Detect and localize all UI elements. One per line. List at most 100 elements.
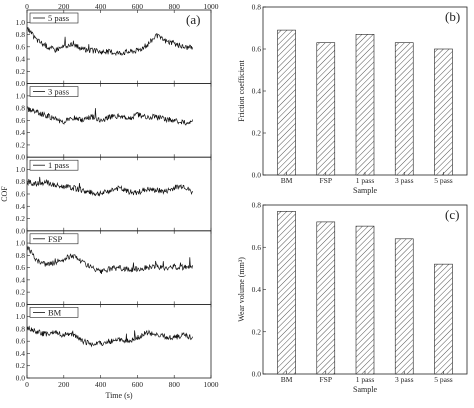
- panel-b-friction-bars: 0.0 0.2 0.4 0.6 0.8 BM FSP 1 pass 3 pass 5 pass Sa…: [237, 3, 468, 195]
- legend-box: [29, 159, 79, 171]
- panel-label: (a): [186, 12, 200, 27]
- bar-fsp: [316, 42, 336, 176]
- y-tick-label: 0.6: [16, 337, 26, 346]
- x-tick-label: 600: [132, 380, 144, 389]
- y-tick-label: 0.0: [16, 79, 26, 88]
- y-tick-label: 0.0: [16, 226, 26, 235]
- series-line-fsp: [26, 245, 193, 275]
- x-tick-label-top: 400: [95, 2, 107, 11]
- y-tick-label: 0.2: [16, 288, 26, 297]
- y-tick-label: 0.2: [16, 67, 26, 76]
- series-line-5-pass: [26, 27, 193, 57]
- bar-fsp: [316, 221, 336, 375]
- y-tick-label: 0.8: [16, 324, 26, 333]
- bar-1-pass: [355, 33, 375, 176]
- x-tick-label: 0: [25, 380, 29, 389]
- x-tick-label: 1 pass: [356, 176, 375, 185]
- x-tick-label: 5 pass: [434, 176, 453, 185]
- legend-box: [29, 86, 79, 97]
- x-tick-label: 3 pass: [395, 176, 414, 185]
- y-tick-label: 0.4: [16, 55, 26, 64]
- x-tick-label: 1000: [204, 380, 219, 389]
- y-tick-label: 0.2: [16, 140, 26, 149]
- y-tick-label: 0.0: [16, 374, 26, 383]
- panel-label: (b): [445, 9, 460, 24]
- x-tick-label: BM: [281, 375, 293, 384]
- x-tick-label-top: 600: [132, 2, 144, 11]
- legend-label: 1 pass: [48, 160, 69, 170]
- y-tick-label: 1.0: [16, 18, 26, 27]
- y-tick-label: 0.0: [16, 300, 26, 309]
- y-tick-label: 0.2: [252, 129, 262, 138]
- series-line-3-pass: [26, 106, 193, 126]
- x-tick-label: 1 pass: [356, 375, 375, 384]
- x-axis-label: Sample: [353, 385, 377, 394]
- legend-label: 3 pass: [48, 87, 69, 97]
- x-tick-label: 200: [58, 380, 70, 389]
- x-tick-label-top: 800: [169, 2, 181, 11]
- legend-label: FSP: [48, 234, 62, 244]
- panel-a-cof-time: 0.0 0.2 0.4 0.6 0.8 1.0 5 pass 0.0 0.2 0.4 0.6 0.8 1…: [0, 2, 219, 400]
- x-tick-label: 400: [95, 380, 107, 389]
- y-axis-label: COF: [0, 186, 9, 202]
- x-tick-label-top: 200: [58, 2, 70, 11]
- y-tick-label: 0.6: [16, 263, 26, 272]
- y-tick-label: 0.8: [16, 30, 26, 39]
- y-tick-label: 1.0: [16, 91, 26, 100]
- y-tick-label: 0.0: [252, 171, 262, 180]
- y-tick-label: 0.6: [16, 190, 26, 199]
- legend-box: [29, 307, 79, 318]
- legend-label: 5 pass: [48, 13, 69, 23]
- y-tick-label: 0.8: [16, 251, 26, 260]
- bar-bm: [277, 211, 296, 375]
- x-tick-label: 5 pass: [434, 375, 453, 384]
- legend-box: [29, 233, 79, 245]
- x-tick-label: FSP: [320, 375, 333, 384]
- x-axis-label: Sample: [353, 186, 377, 195]
- y-tick-label: 0.6: [252, 45, 262, 54]
- bar-3-pass: [394, 238, 414, 375]
- y-tick-label: 0.8: [16, 104, 26, 113]
- legend-box: [29, 12, 79, 24]
- y-tick-label: 0.8: [16, 177, 26, 186]
- y-tick-label: 0.8: [252, 201, 262, 210]
- y-tick-label: 1.0: [16, 239, 26, 248]
- panel-label: (c): [445, 207, 459, 222]
- y-axis-label: Wear volume (mm³): [237, 257, 246, 322]
- x-tick-label: 800: [169, 380, 181, 389]
- x-tick-label-top: 1000: [204, 2, 219, 11]
- y-tick-label: 0.8: [252, 3, 262, 12]
- x-tick-label-top: 0: [25, 2, 29, 11]
- y-tick-label: 0.6: [16, 42, 26, 51]
- y-tick-label: 0.6: [252, 243, 262, 252]
- y-tick-label: 1.0: [16, 165, 26, 174]
- series-line-bm: [26, 325, 193, 348]
- y-tick-label: 0.4: [252, 87, 262, 96]
- y-tick-label: 0.2: [16, 214, 26, 223]
- y-tick-label: 0.4: [16, 202, 26, 211]
- y-tick-label: 0.4: [16, 349, 26, 358]
- y-tick-label: 0.0: [252, 370, 262, 379]
- bar-5-pass: [434, 263, 453, 375]
- x-tick-label: BM: [281, 176, 293, 185]
- series-line-1-pass: [26, 176, 193, 197]
- x-axis-label: Time (s): [105, 391, 132, 400]
- bar-bm: [277, 29, 296, 176]
- bar-1-pass: [355, 225, 375, 375]
- bar-3-pass: [394, 42, 414, 176]
- y-tick-label: 0.6: [16, 116, 26, 125]
- x-tick-label: FSP: [320, 176, 333, 185]
- y-tick-label: 0.4: [16, 275, 26, 284]
- y-axis-label: Friction coefficient: [237, 60, 246, 122]
- bar-5-pass: [434, 48, 453, 176]
- y-tick-label: 1.0: [16, 312, 26, 321]
- y-tick-label: 0.2: [252, 327, 262, 336]
- y-tick-label: 0.2: [16, 361, 26, 370]
- y-tick-label: 0.4: [252, 285, 262, 294]
- y-tick-label: 0.4: [16, 128, 26, 137]
- legend-label: BM: [48, 307, 62, 317]
- panel-c-wear-bars: 0.0 0.2 0.4 0.6 0.8 BM FSP 1 pass 3 pass 5 pass Sa…: [237, 201, 468, 394]
- y-tick-label: 0.0: [16, 153, 26, 162]
- x-tick-label: 3 pass: [395, 375, 414, 384]
